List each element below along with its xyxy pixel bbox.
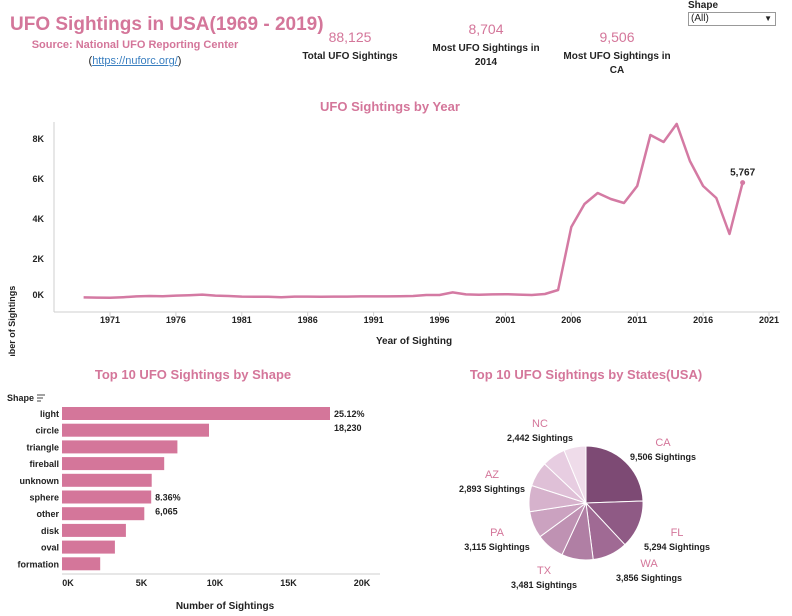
pie-state-label: PA	[490, 527, 505, 539]
line-x-tick-label: 2011	[627, 315, 647, 325]
bar-x-tick-label: 15K	[280, 578, 297, 588]
bar-category-label: sphere	[29, 493, 59, 503]
pie-state-label: TX	[537, 565, 552, 577]
line-x-tick-label: 1976	[166, 315, 186, 325]
line-x-tick-label: 2006	[561, 315, 581, 325]
pie-value-label: 5,294 Sightings	[644, 542, 710, 552]
pie-value-label: 3,115 Sightings	[464, 542, 530, 552]
bar-oval[interactable]	[62, 540, 115, 554]
line-y-tick-label: 0K	[32, 290, 44, 300]
pie-value-label: 2,893 Sightings	[459, 484, 525, 494]
sort-icon[interactable]	[37, 394, 45, 402]
bar-x-tick-label: 10K	[207, 578, 224, 588]
pie-state-label: AZ	[485, 469, 499, 481]
line-chart: 0K 2K 4K 6K 8K 1971 1976 1981 1986 1991 1996 2001 20…	[7, 122, 780, 356]
bar-category-label: oval	[41, 543, 59, 553]
bar-x-tick-label: 20K	[354, 578, 371, 588]
line-x-tick-label: 1981	[232, 315, 252, 325]
dashboard-title: UFO Sightings in USA(1969 - 2019)	[10, 14, 324, 35]
bar-formation[interactable]	[62, 557, 101, 571]
pie-value-label: 3,856 Sightings	[616, 573, 682, 583]
line-last-point[interactable]	[740, 180, 746, 186]
bar-chart-title: Top 10 UFO Sightings by Shape	[94, 367, 292, 382]
line-x-tick-label: 2021	[759, 315, 779, 325]
bar-category-label: fireball	[29, 459, 59, 469]
bar-count-label: 6,065	[155, 507, 178, 517]
bar-category-label: other	[37, 509, 60, 519]
bar-disk[interactable]	[62, 523, 126, 537]
shape-filter-value: (All)	[691, 13, 709, 24]
bar-pct-label: 25.12%	[334, 409, 365, 419]
line-chart-ylabel: Number of Sightings	[7, 286, 17, 356]
source-link[interactable]: https://nuforc.org/	[92, 55, 178, 67]
line-chart-title: UFO Sightings by Year	[320, 99, 460, 114]
chevron-down-icon: ▼	[764, 14, 772, 23]
line-y-tick-label: 8K	[32, 134, 44, 144]
bar-x-tick-label: 0K	[62, 578, 74, 588]
line-last-point-label: 5,767	[730, 168, 755, 179]
line-x-tick-label: 1996	[429, 315, 449, 325]
bar-x-tick-label: 5K	[136, 578, 148, 588]
line-chart-xlabel: Year of Sighting	[376, 336, 452, 347]
line-x-tick-label: 1971	[100, 315, 120, 325]
pie-slice-nc[interactable]	[563, 445, 587, 504]
pie-state-label: WA	[640, 558, 658, 570]
pie-chart-title: Top 10 UFO Sightings by States(USA)	[469, 367, 703, 382]
pie-state-label: FL	[671, 527, 684, 539]
kpi-max-year: 8,704 Most UFO Sightings in 2014	[428, 21, 544, 70]
shape-filter-label: Shape	[688, 0, 719, 11]
line-x-tick-label: 2016	[693, 315, 713, 325]
line-y-tick-label: 6K	[32, 174, 44, 184]
bar-circle[interactable]	[62, 423, 209, 437]
kpi-total: 88,125 Total UFO Sightings	[296, 29, 404, 64]
bar-sphere[interactable]	[62, 490, 152, 504]
kpi-max-year-label: Most UFO Sightings in 2014	[432, 43, 540, 68]
bar-light[interactable]	[62, 407, 330, 420]
bar-category-label: disk	[41, 526, 60, 536]
bar-category-label: unknown	[20, 476, 60, 486]
link-close-paren: )	[177, 55, 182, 67]
bar-chart: Shape light circle triangle fireball unknown…	[7, 393, 380, 612]
bar-category-label: triangle	[26, 442, 59, 452]
kpi-max-year-value: 8,704	[468, 21, 504, 37]
pie-value-label: 2,442 Sightings	[507, 433, 573, 443]
line-x-tick-label: 2001	[495, 315, 515, 325]
bar-category-label: formation	[18, 559, 60, 569]
bar-other[interactable]	[62, 507, 145, 521]
source-link-line: (https://nuforc.org/)	[0, 55, 270, 67]
kpi-total-value: 88,125	[328, 29, 372, 45]
shape-filter-dropdown[interactable]: (All) ▼	[688, 12, 776, 26]
line-x-tick-label: 1991	[364, 315, 384, 325]
pie-state-label: NC	[532, 418, 548, 430]
bar-count-label: 18,230	[334, 423, 362, 433]
pie-state-label: CA	[655, 437, 671, 449]
bar-unknown[interactable]	[62, 473, 152, 487]
line-series	[83, 122, 744, 300]
bar-category-label: light	[40, 409, 59, 419]
kpi-max-state-value: 9,506	[599, 29, 635, 45]
line-x-tick-label: 1986	[298, 315, 318, 325]
bar-category-label: circle	[35, 426, 59, 436]
bar-pct-label: 8.36%	[155, 493, 181, 503]
pie-slice-ca[interactable]	[585, 445, 644, 504]
kpi-max-state: 9,506 Most UFO Sightings in CA	[556, 29, 678, 78]
bar-triangle[interactable]	[62, 440, 178, 454]
line-y-tick-label: 4K	[32, 214, 44, 224]
bar-fireball[interactable]	[62, 457, 165, 471]
kpi-max-state-label: Most UFO Sightings in CA	[563, 51, 671, 76]
bar-chart-xlabel: Number of Sightings	[176, 601, 275, 612]
pie-value-label: 9,506 Sightings	[630, 452, 696, 462]
pie-value-label: 3,481 Sightings	[511, 580, 577, 590]
kpi-total-label: Total UFO Sightings	[302, 51, 398, 62]
source-text: Source: National UFO Reporting Center	[31, 39, 239, 51]
pie-chart: CA 9,506 Sightings FL 5,294 Sightings WA 3,85…	[459, 418, 710, 590]
line-y-tick-label: 2K	[32, 254, 44, 264]
link-open-paren: (	[88, 55, 93, 67]
bar-chart-category-header: Shape	[7, 393, 34, 403]
